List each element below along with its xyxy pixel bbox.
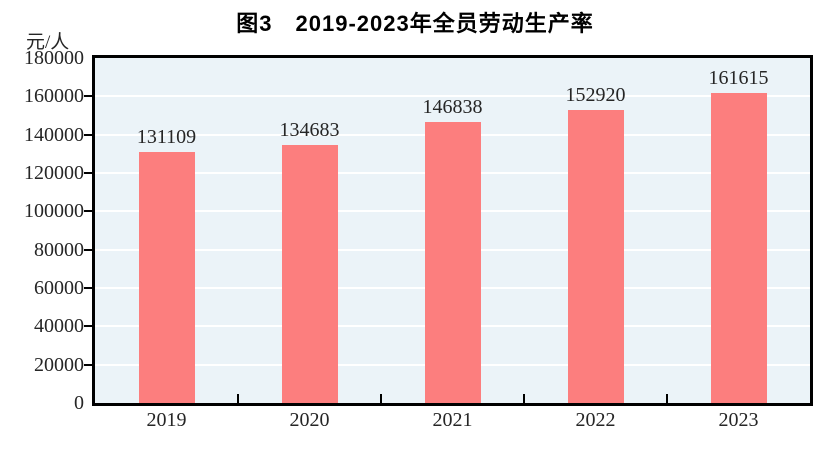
x-tick-label: 2023 — [718, 409, 759, 431]
y-axis-tick — [84, 287, 92, 289]
bar — [710, 93, 767, 403]
y-tick-label: 120000 — [24, 162, 84, 184]
y-axis-tick — [84, 248, 92, 251]
y-tick-label: 20000 — [34, 353, 84, 376]
x-tick-label: 2019 — [146, 409, 187, 431]
plot-area: 131109 134683 146838 152920 161615 — [84, 55, 813, 406]
bar-value-label: 146838 — [422, 95, 483, 118]
y-axis-tick — [84, 363, 92, 366]
x-tick-label: 2021 — [432, 409, 473, 431]
x-axis-tick — [523, 394, 525, 403]
y-tick-label: 180000 — [24, 47, 84, 69]
y-tick-label: 160000 — [24, 85, 84, 108]
y-tick-label: 100000 — [24, 200, 84, 223]
bar — [424, 121, 481, 403]
y-tick-label: 40000 — [34, 315, 84, 338]
bar — [138, 151, 195, 403]
chart-title: 图3 2019-2023年全员劳动生产率 — [236, 11, 594, 36]
x-axis-tick — [237, 394, 239, 403]
y-axis-tick — [84, 95, 92, 98]
y-axis-tick — [84, 133, 92, 136]
y-tick-label: 60000 — [34, 277, 84, 299]
x-tick-label: 2020 — [289, 409, 330, 431]
x-axis-tick — [380, 394, 382, 403]
y-axis-tick — [84, 172, 92, 174]
y-tick-label: 140000 — [24, 123, 84, 146]
bar-value-label: 161615 — [708, 67, 769, 90]
y-tick-label: 80000 — [34, 238, 84, 261]
bar — [567, 109, 624, 403]
gridline — [95, 95, 810, 98]
y-axis-tick — [84, 325, 92, 328]
y-tick-label: 0 — [74, 392, 84, 414]
bar — [281, 144, 338, 403]
bar-value-label: 134683 — [279, 118, 340, 141]
bar-value-label: 152920 — [565, 83, 626, 106]
y-axis-tick — [84, 210, 92, 213]
x-tick-label: 2022 — [575, 409, 616, 431]
y-axis-unit-label: 元/人 — [26, 32, 70, 53]
bar-value-label: 131109 — [136, 125, 197, 148]
x-axis-tick — [666, 394, 668, 403]
